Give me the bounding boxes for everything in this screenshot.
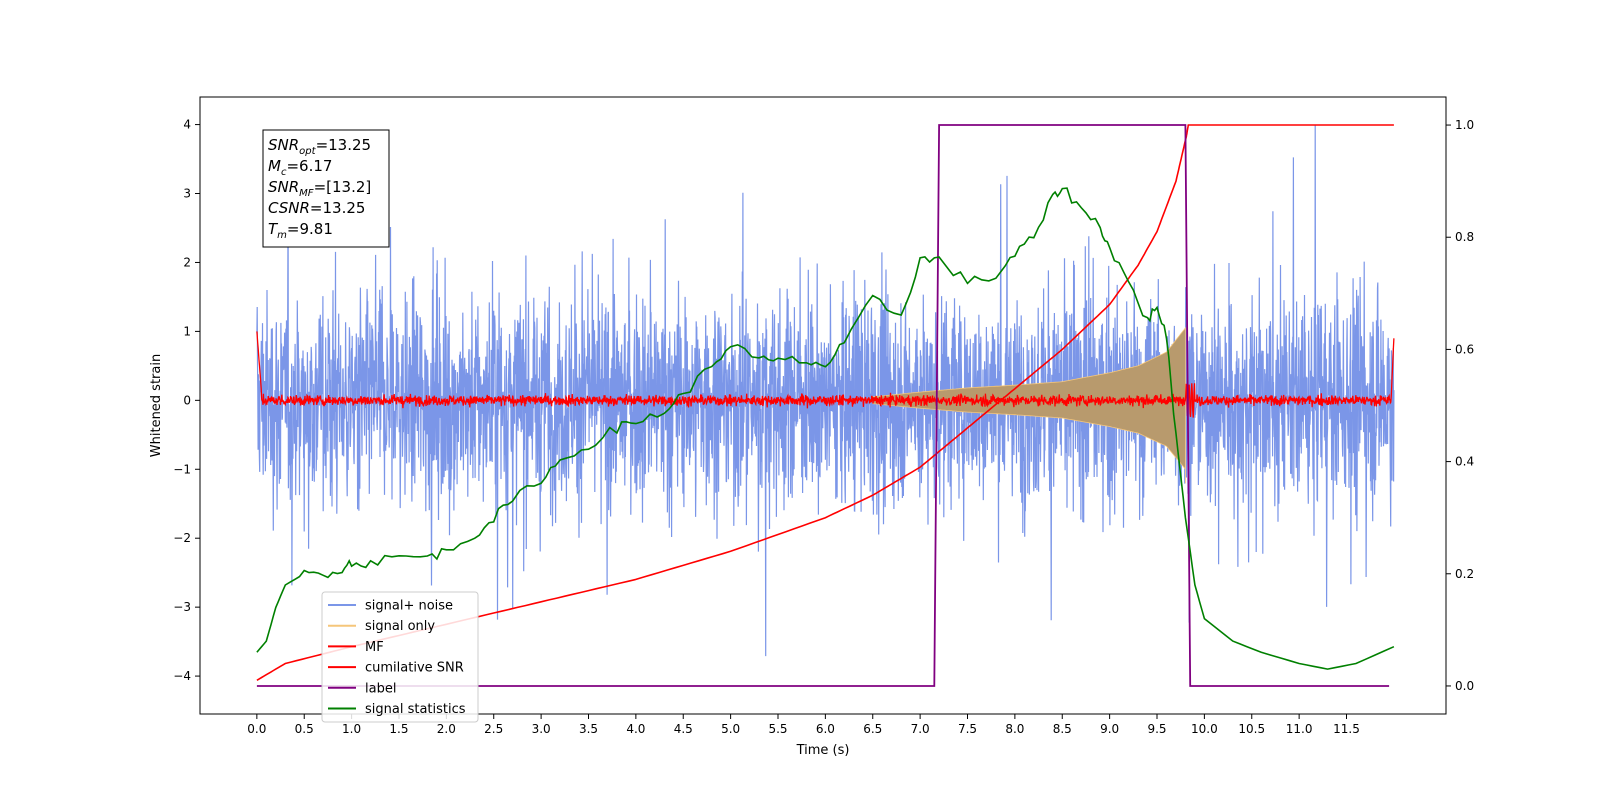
annotation-value: =13.25: [310, 199, 366, 217]
x-tick-label: 2.5: [484, 722, 503, 736]
annotation-line: Tm=9.81: [268, 220, 333, 241]
x-tick-label: 10.5: [1238, 722, 1265, 736]
x-tick-label: 1.5: [389, 722, 408, 736]
x-tick-label: 6.5: [863, 722, 882, 736]
x-tick-label: 10.0: [1191, 722, 1218, 736]
x-tick-label: 1.0: [342, 722, 361, 736]
series-label: [256, 124, 1390, 687]
y-right-tick-label: 0.2: [1455, 567, 1474, 581]
annotation-line: CSNR=13.25: [268, 199, 365, 217]
annotation-subscript: opt: [299, 146, 316, 157]
plot-frame: [199, 96, 1447, 715]
annotation-value: =13.25: [316, 136, 372, 154]
x-tick-label: 11.0: [1286, 722, 1313, 736]
x-tick-label: 3.5: [579, 722, 598, 736]
annotation-box: SNRopt=13.25Mc=6.17SNRMF=[13.2]CSNR=13.2…: [262, 129, 390, 248]
x-tick-label: 9.0: [1100, 722, 1119, 736]
x-tick-label: 0.5: [295, 722, 314, 736]
annotation-symbol: CSNR: [268, 199, 310, 217]
y-tick-label: −3: [173, 600, 191, 614]
x-tick-label: 5.5: [768, 722, 787, 736]
x-tick-label: 11.5: [1333, 722, 1360, 736]
y-tick-label: −4: [173, 669, 191, 683]
y-tick-label: 0: [183, 393, 191, 407]
y-right-tick-label: 0.6: [1455, 342, 1474, 356]
x-axis-label: Time (s): [796, 743, 850, 758]
x-tick-label: 4.0: [626, 722, 645, 736]
plot-area: [256, 124, 1395, 687]
y-tick-label: 3: [183, 187, 191, 201]
series-signal-statistics: [256, 187, 1395, 670]
y-right-tick-label: 1.0: [1455, 118, 1474, 132]
x-tick-label: 8.5: [1053, 722, 1072, 736]
x-axis: 0.0 0.5 1.0 1.5 2.0 2.5 3.0 3.5 4.0 4.5 5.0 5.5 6.0 6…: [247, 714, 1360, 736]
series-signal-only: [872, 326, 1186, 484]
legend-label: label: [365, 681, 396, 696]
annotation-frame: [262, 129, 390, 248]
legend-frame: [321, 591, 479, 723]
annotation-value: =9.81: [287, 220, 333, 238]
legend-label: signal+ noise: [365, 599, 453, 614]
annotation-value: =[13.2]: [314, 178, 372, 196]
legend: signal+ noise signal only MF cumilative SNR…: [321, 591, 479, 723]
annotation-value: =6.17: [286, 157, 332, 175]
y-tick-label: 1: [183, 324, 191, 338]
x-tick-label: 3.0: [532, 722, 551, 736]
x-tick-label: 7.0: [911, 722, 930, 736]
y-tick-label: −1: [173, 462, 191, 476]
legend-label: signal statistics: [365, 702, 466, 717]
legend-label: MF: [365, 640, 384, 655]
y-tick-label: 4: [183, 118, 191, 132]
y-axis-right: 1.0 0.8 0.6 0.4 0.2 0.0: [1446, 118, 1474, 693]
annotation-symbol: SNR: [268, 136, 299, 154]
legend-label: cumilative SNR: [365, 661, 464, 676]
x-tick-label: 9.5: [1147, 722, 1166, 736]
y-axis-left: 4 3 2 1 0 −1 −2 −3 −4: [173, 118, 200, 683]
x-tick-label: 8.0: [1005, 722, 1024, 736]
annotation-line: SNRMF=[13.2]: [268, 178, 371, 199]
annotation-subscript: MF: [299, 188, 314, 199]
annotation-subscript: m: [277, 230, 287, 241]
annotation-line: Mc=6.17: [268, 157, 332, 178]
annotation-symbol: T: [268, 220, 279, 238]
y-tick-label: 2: [183, 255, 191, 269]
y-right-tick-label: 0.0: [1455, 679, 1474, 693]
annotation-symbol: SNR: [268, 178, 299, 196]
y-axis-label: Whitened strain: [149, 354, 164, 457]
x-tick-label: 4.5: [674, 722, 693, 736]
series-signal-noise: [256, 124, 1395, 657]
x-tick-label: 5.0: [721, 722, 740, 736]
annotation-symbol: M: [268, 157, 281, 175]
x-tick-label: 0.0: [247, 722, 266, 736]
x-tick-label: 2.0: [437, 722, 456, 736]
series-mf: [256, 331, 1395, 418]
legend-label: signal only: [365, 619, 435, 634]
x-tick-label: 7.5: [958, 722, 977, 736]
x-tick-label: 6.0: [816, 722, 835, 736]
y-right-tick-label: 0.8: [1455, 230, 1474, 244]
y-tick-label: −2: [173, 531, 191, 545]
y-right-tick-label: 0.4: [1455, 455, 1474, 469]
annotation-subscript: c: [281, 167, 287, 178]
annotation-line: SNRopt=13.25: [268, 136, 371, 157]
